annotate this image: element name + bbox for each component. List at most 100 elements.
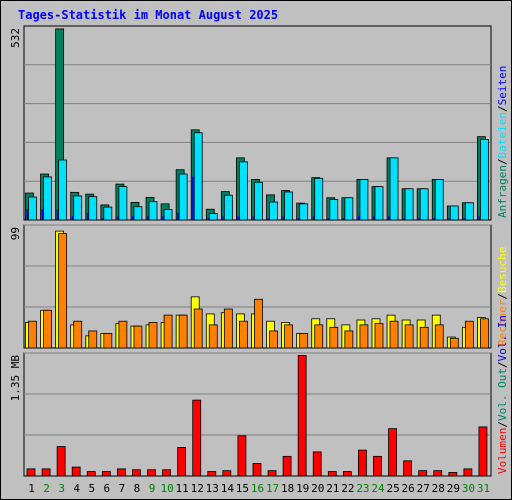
bar-seiten	[282, 216, 285, 220]
bar-volumen	[41, 468, 51, 477]
bar-volumen	[71, 466, 81, 477]
bar-rechner	[284, 324, 293, 349]
x-tick-label: 10	[160, 482, 173, 495]
legend-top: Anfragen/Dateien/Seiten	[496, 66, 509, 218]
bar-rechner	[389, 320, 399, 349]
bar-dateien	[480, 139, 489, 221]
x-tick-label: 18	[281, 482, 294, 495]
bar-rechner	[178, 314, 188, 349]
bar-dateien	[284, 191, 293, 221]
y-max-label-middle: 99	[9, 227, 22, 240]
bar-dateien	[208, 213, 218, 221]
bar-seiten	[177, 212, 179, 220]
bar-dateien	[434, 179, 444, 221]
bar-dateien	[464, 202, 474, 221]
bar-rechner	[359, 324, 369, 349]
bar-rechner	[28, 320, 37, 349]
x-tick-label: 14	[221, 482, 235, 495]
x-tick-label: 7	[119, 482, 126, 495]
legend-bottom: Volumen/Vol. Out/Vol. In	[496, 315, 509, 474]
bar-rechner	[419, 326, 429, 349]
bar-volumen	[207, 471, 217, 477]
bar-dateien	[58, 159, 68, 221]
bar-rechner	[58, 233, 68, 349]
y-max-label-bottom: 1.35 MB	[9, 355, 22, 402]
x-tick-label: 3	[58, 482, 65, 495]
bar-rechner	[404, 324, 414, 349]
x-tick-label: 30	[462, 482, 475, 495]
legend-item-volin: Vol. In	[496, 315, 509, 361]
bar-volumen	[177, 447, 187, 477]
bar-seiten	[26, 209, 28, 220]
bar-volumen	[327, 471, 337, 477]
bar-dateien	[193, 132, 203, 221]
bar-rechner	[299, 332, 309, 349]
x-tick-label: 8	[134, 482, 141, 495]
bar-volumen	[282, 455, 292, 477]
bar-volumen	[132, 469, 141, 477]
bar-dateien	[344, 197, 354, 221]
bar-rechner	[133, 325, 143, 349]
y-max-label-top: 532	[9, 28, 22, 48]
x-tick-label: 24	[371, 482, 385, 495]
bar-seiten	[312, 216, 315, 220]
bar-seiten	[252, 216, 254, 220]
bar-seiten	[56, 209, 59, 220]
bar-rechner	[254, 298, 263, 349]
legend-item-dateien: Dateien	[496, 112, 509, 158]
bar-dateien	[118, 186, 128, 221]
legend-separator: /	[496, 361, 509, 368]
legend-item-volumen: Volumen	[496, 428, 509, 474]
bar-dateien	[314, 177, 324, 221]
bar-rechner	[193, 308, 203, 349]
bar-seiten	[101, 218, 104, 220]
bar-seiten	[463, 218, 465, 220]
bar-seiten	[41, 209, 44, 220]
bar-rechner	[374, 323, 384, 349]
bar-seiten	[418, 218, 420, 220]
x-tick-label: 31	[477, 482, 490, 495]
bar-volumen	[86, 471, 96, 477]
bar-volumen	[297, 355, 307, 477]
legend-item-seiten: Seiten	[496, 66, 509, 106]
bar-rechner	[163, 314, 173, 349]
bar-seiten	[433, 218, 435, 220]
bar-volumen	[388, 428, 397, 477]
bar-seiten	[478, 216, 480, 220]
x-tick-label: 15	[236, 482, 249, 495]
x-tick-label: 17	[266, 482, 279, 495]
bar-dateien	[223, 194, 233, 221]
x-tick-label: 26	[402, 482, 415, 495]
bar-rechner	[480, 318, 489, 349]
bar-rechner	[103, 332, 113, 349]
bar-volumen	[237, 435, 247, 477]
x-tick-label: 29	[447, 482, 460, 495]
bar-dateien	[73, 195, 83, 221]
bar-volumen	[56, 446, 66, 477]
bar-rechner	[314, 324, 324, 349]
legend-separator: /	[496, 105, 509, 112]
bar-seiten	[162, 216, 164, 220]
bar-volumen	[312, 451, 322, 477]
bar-seiten	[131, 216, 134, 220]
bar-dateien	[254, 181, 263, 221]
bar-dateien	[28, 196, 37, 221]
bar-rechner	[43, 309, 52, 349]
bar-seiten	[207, 218, 209, 220]
x-tick-label: 1	[28, 482, 35, 495]
bar-seiten	[86, 212, 89, 220]
bar-seiten	[342, 218, 345, 220]
bar-volumen	[267, 470, 277, 477]
bar-volumen	[433, 470, 443, 477]
bar-dateien	[178, 173, 188, 221]
bar-dateien	[133, 206, 143, 221]
legend-separator: /	[496, 158, 509, 165]
legend-separator: /	[496, 293, 509, 300]
x-tick-label: 22	[341, 482, 354, 495]
bar-dateien	[449, 205, 459, 221]
bar-volumen	[403, 460, 413, 477]
bar-volumen	[147, 469, 156, 477]
bar-seiten	[222, 216, 224, 220]
bar-volumen	[418, 470, 428, 477]
